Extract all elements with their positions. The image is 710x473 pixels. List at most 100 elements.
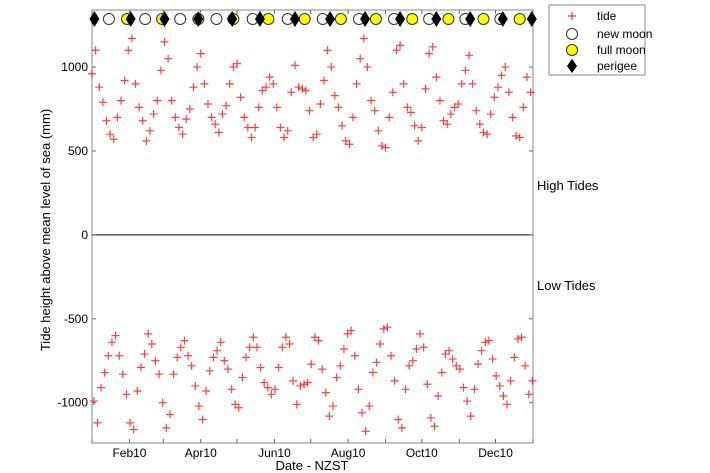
perigee-marker	[159, 11, 170, 27]
high-tide-point	[425, 49, 434, 58]
high-tide-point	[135, 103, 144, 112]
high-tide-point	[341, 136, 350, 145]
high-tide-point	[290, 61, 299, 70]
low-tide-point	[155, 370, 164, 379]
low-tide-point	[93, 418, 102, 427]
perigee-marker	[193, 11, 204, 27]
high-tide-point	[385, 113, 394, 122]
high-tide-point	[196, 49, 205, 58]
high-tide-point	[483, 130, 492, 139]
low-tide-point	[314, 336, 323, 345]
low-tide-point	[383, 323, 392, 332]
low-tide-point	[267, 390, 276, 399]
low-tide-point	[495, 381, 504, 390]
low-tide-point	[194, 402, 203, 411]
high-tide-point	[127, 34, 136, 43]
y-tick-label: -1000	[57, 396, 88, 410]
new-moon-marker	[102, 13, 115, 25]
new-moon-marker	[139, 13, 152, 25]
high-tide-point	[301, 86, 310, 95]
low-tide-point	[372, 358, 381, 367]
y-tick-label: 1000	[61, 60, 88, 74]
new-moon-marker	[210, 13, 223, 25]
high-tide-point	[189, 83, 198, 92]
high-tide-point	[232, 59, 241, 68]
high-tide-point	[367, 96, 376, 105]
high-tide-point	[363, 63, 372, 72]
perigee-marker	[465, 11, 476, 27]
high-tide-point	[309, 133, 318, 142]
low-tide-point	[263, 383, 272, 392]
low-tide-point	[387, 351, 396, 360]
low-tide-point	[455, 365, 464, 374]
low-tide-point	[405, 361, 414, 370]
low-tide-point	[198, 415, 207, 424]
high-tide-point	[182, 115, 191, 124]
high-tide-point	[203, 99, 212, 108]
perigee-marker	[125, 11, 136, 27]
low-tide-point	[205, 366, 214, 375]
low-tide-point	[158, 398, 167, 407]
low-tide-point	[126, 418, 135, 427]
low-tide-point	[89, 397, 98, 406]
low-tide-point	[227, 385, 236, 394]
low-tide-point	[336, 361, 345, 370]
low-tide-point	[506, 376, 515, 385]
low-tide-point	[332, 373, 341, 382]
low-tide-point	[169, 370, 178, 379]
low-tide-point	[445, 346, 454, 355]
high-tide-point	[435, 96, 444, 105]
low-tide-point	[100, 368, 109, 377]
high-tide-point	[504, 88, 513, 97]
legend-perigee-marker	[567, 59, 577, 73]
low-tide-point	[343, 329, 352, 338]
low-tide-point	[104, 351, 113, 360]
low-tide-point	[448, 355, 457, 364]
high-tide-point	[406, 108, 415, 117]
low-tide-point	[252, 343, 261, 352]
low-tide-point	[459, 383, 468, 392]
low-tide-point	[318, 365, 327, 374]
low-tide-point	[434, 392, 443, 401]
low-tide-point	[97, 383, 106, 392]
high-tide-point	[475, 120, 484, 129]
low-tide-point	[271, 385, 280, 394]
high-tide-point	[348, 113, 357, 122]
high-tide-point	[526, 88, 535, 97]
high-tide-point	[160, 37, 169, 46]
high-tide-point	[265, 73, 274, 82]
full-moon-marker	[513, 13, 526, 25]
low-tide-point	[361, 427, 370, 436]
low-tide-point	[463, 397, 472, 406]
high-tide-point	[388, 88, 397, 97]
high-tide-point	[323, 46, 332, 55]
low-tide-point	[162, 423, 171, 432]
low-tide-point	[321, 388, 330, 397]
low-tide-point	[300, 380, 309, 389]
high-tide-point	[319, 76, 328, 85]
low-tide-point	[296, 381, 305, 390]
low-tide-point	[408, 356, 417, 365]
low-tide-point	[492, 371, 501, 380]
high-tide-point	[261, 83, 270, 92]
low-tide-point	[144, 329, 153, 338]
high-tide-point	[243, 123, 252, 132]
low-tide-point	[350, 351, 359, 360]
low-tide-point	[173, 353, 182, 362]
high-tide-point	[106, 130, 115, 139]
high-tide-point	[417, 123, 426, 132]
low-tide-point	[470, 385, 479, 394]
low-tide-point	[430, 422, 439, 431]
high-tide-point	[512, 131, 521, 140]
high-tide-point	[519, 103, 528, 112]
low-tide-point	[133, 386, 142, 395]
high-tide-point	[276, 123, 285, 132]
high-tide-point	[218, 110, 227, 119]
low-tide-point	[202, 386, 211, 395]
high-tide-point	[316, 99, 325, 108]
low-tide-point	[176, 343, 185, 352]
x-tick-label: Dec10	[478, 446, 513, 460]
high-tide-point	[222, 101, 231, 110]
annotation-low-tides: Low Tides	[537, 278, 596, 293]
high-tide-point	[432, 73, 441, 82]
